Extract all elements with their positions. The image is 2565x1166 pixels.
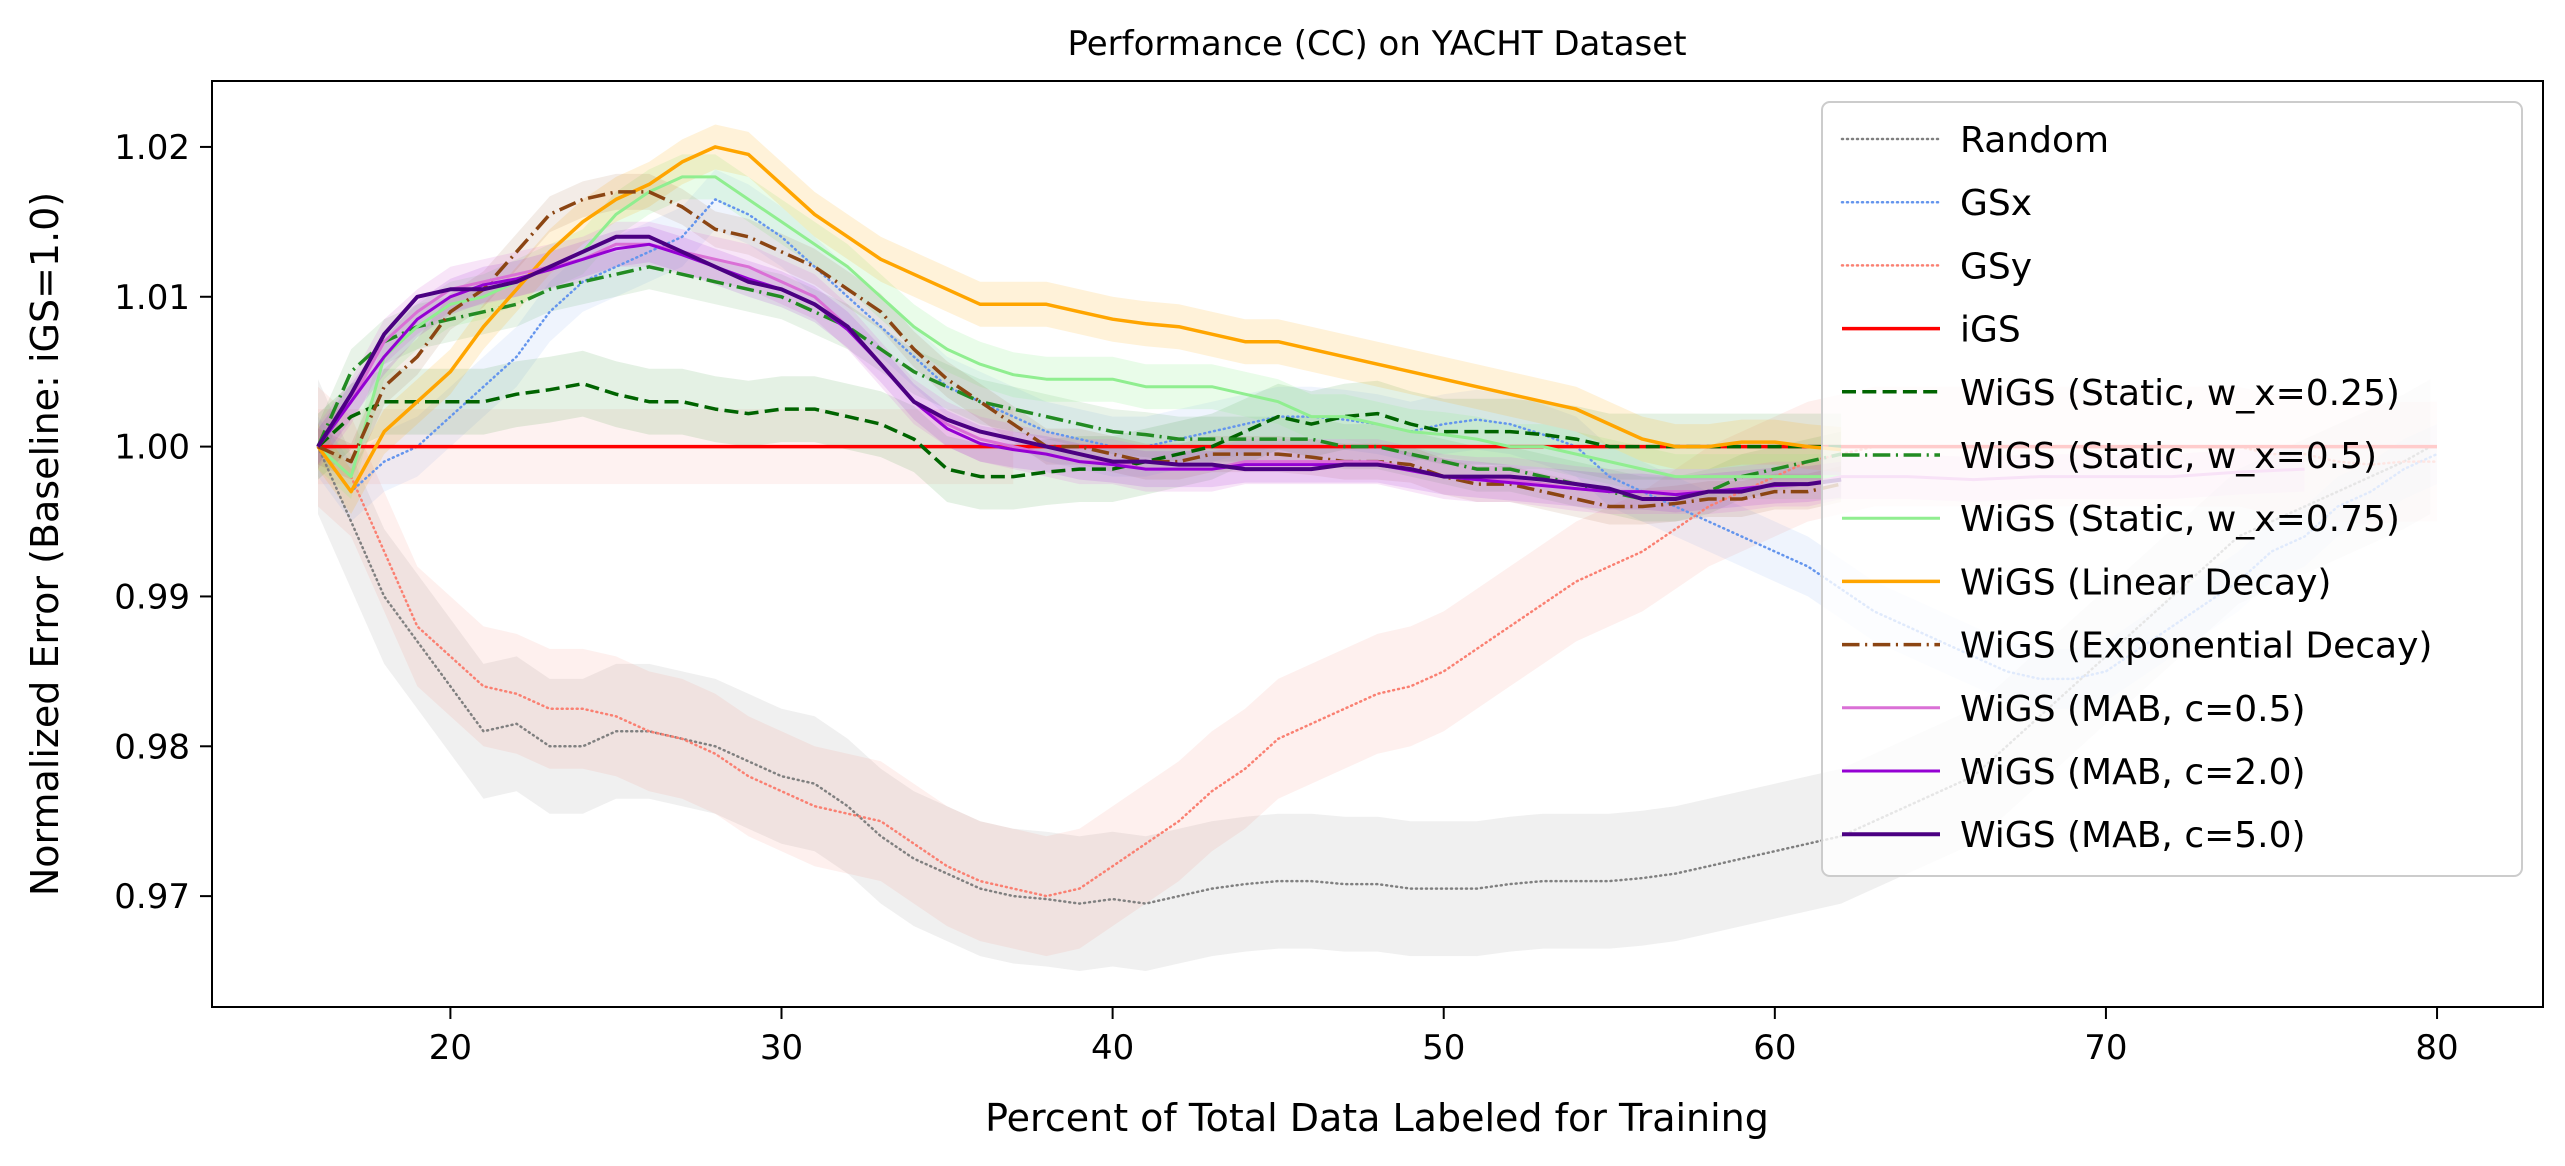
legend-label-wigs-static-w-x-0-5: WiGS (Static, w_x=0.5): [1960, 436, 2377, 477]
legend-label-gsx: GSx: [1960, 183, 2032, 224]
y-axis-ticks: 0.97 0.98 0.99 1.00 1.01 1.02: [114, 128, 212, 917]
y-tick-label: 0.99: [114, 577, 190, 617]
band-wigs-static-w-x-0-25: [318, 350, 1842, 510]
legend-label-wigs-static-w-x-0-25: WiGS (Static, w_x=0.25): [1960, 373, 2400, 414]
y-tick-label: 1.01: [114, 278, 190, 318]
plot-frame: [211, 80, 2544, 1008]
band-gsx: [318, 169, 2437, 709]
series-line-wigs-linear-decay: [316, 145, 1842, 494]
legend-label-wigs-linear-decay: WiGS (Linear Decay): [1960, 562, 2331, 603]
legend-label-gsy: GSy: [1960, 246, 2032, 287]
legend-label-random: Random: [1960, 120, 2109, 161]
series-lines: [316, 145, 2439, 905]
series-line-gsy: [316, 445, 2439, 898]
series-line-wigs-static-w-x-0-25: [316, 381, 1842, 479]
band-gsy: [318, 386, 2437, 957]
band-wigs-mab-c-0-5: [318, 221, 2305, 515]
band-wigs-static-w-x-0-75: [318, 154, 1842, 499]
y-tick-label: 1.02: [114, 128, 190, 168]
y-tick-label: 0.98: [114, 727, 190, 767]
x-tick-label: 30: [760, 1028, 803, 1068]
y-tick-label: 1.00: [114, 428, 190, 468]
x-tick-label: 70: [2084, 1028, 2127, 1068]
x-tick-label: 40: [1091, 1028, 1134, 1068]
y-tick-label: 0.97: [114, 877, 190, 917]
x-tick-label: 80: [2415, 1028, 2458, 1068]
legend-label-wigs-mab-c-5-0: WiGS (MAB, c=5.0): [1960, 815, 2306, 856]
series-line-wigs-exponential-decay: [317, 190, 1842, 509]
x-tick-label: 60: [1753, 1028, 1796, 1068]
y-axis-label: Normalized Error (Baseline: iGS=1.0): [23, 192, 67, 896]
legend: Random GSx GSy iGS WiGS (Static, w_x=0.25) Wi…: [1821, 101, 2523, 877]
legend-label-wigs-static-w-x-0-75: WiGS (Static, w_x=0.75): [1960, 499, 2400, 540]
x-axis-label: Percent of Total Data Labeled for Traini…: [985, 1096, 1769, 1140]
x-tick-label: 20: [429, 1028, 472, 1068]
legend-label-wigs-mab-c-0-5: WiGS (MAB, c=0.5): [1960, 689, 2306, 730]
legend-label-wigs-mab-c-2-0: WiGS (MAB, c=2.0): [1960, 752, 2306, 793]
legend-label-igs: iGS: [1960, 310, 2021, 351]
x-axis-ticks: 20 30 40 50 60 70 80: [429, 1007, 2459, 1068]
legend-label-wigs-exponential-decay: WiGS (Exponential Decay): [1960, 626, 2432, 667]
legend-box: [1821, 101, 2523, 877]
series-line-wigs-mab-c-5-0: [316, 234, 1842, 501]
band-wigs-linear-decay: [318, 124, 1842, 514]
chart-title: Performance (CC) on YACHT Dataset: [1067, 24, 1686, 64]
series-line-wigs-mab-c-2-0: [316, 242, 1842, 497]
band-wigs-static-w-x-0-5: [318, 244, 1842, 522]
x-tick-label: 50: [1422, 1028, 1465, 1068]
